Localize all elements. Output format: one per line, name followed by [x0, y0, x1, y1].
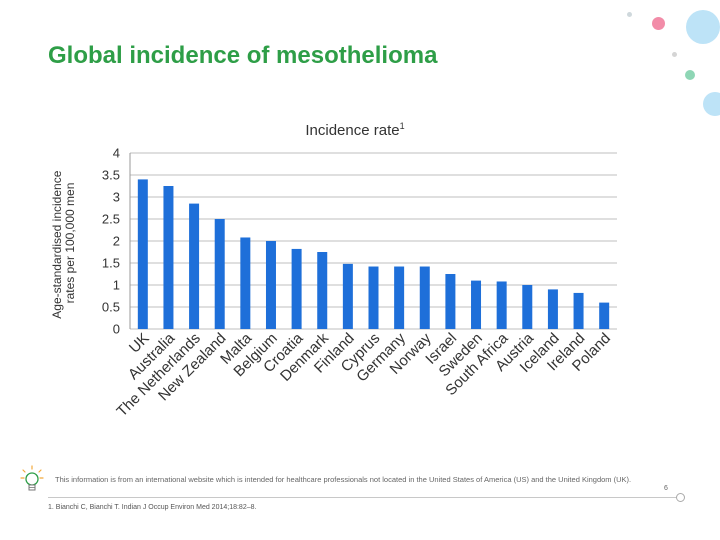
bar-iceland — [547, 289, 558, 329]
bar-ireland — [573, 292, 584, 329]
bar-sweden — [471, 280, 482, 329]
chart-title-text: Incidence rate — [305, 122, 399, 139]
y-tick-label: 2.5 — [102, 212, 120, 227]
y-tick-label: 4 — [113, 146, 120, 161]
decor-circle-pink — [652, 17, 665, 30]
y-tick-label: 3 — [113, 190, 120, 205]
bar-belgium — [265, 241, 276, 329]
bar-finland — [342, 263, 353, 329]
y-tick-label: 1 — [113, 278, 120, 293]
bar-new-zealand — [214, 219, 225, 329]
y-tick-label: 3.5 — [102, 168, 120, 183]
bar-malta — [240, 237, 251, 329]
chart-title-superscript: 1 — [400, 121, 405, 131]
reference-citation: 1. Bianchi C, Bianchi T. Indian J Occup … — [48, 504, 257, 511]
y-tick-label: 0.5 — [102, 300, 120, 315]
bar-poland — [599, 302, 610, 329]
decor-circle-gray — [627, 12, 632, 17]
bar-cyprus — [368, 266, 379, 329]
decor-circle-small-gray — [672, 52, 677, 57]
bar-croatia — [291, 248, 302, 329]
bar-the-netherlands — [189, 203, 200, 329]
bar-denmark — [317, 252, 328, 329]
footer-divider — [48, 497, 676, 498]
page-number: 6 — [664, 485, 668, 492]
y-axis-label: Age-standardised incidence rates per 100… — [50, 167, 77, 318]
incidence-bar-chart: Incidence rate1 00.511.522.533.54 UKAust… — [50, 121, 617, 420]
decor-circle-blue-right — [703, 92, 720, 116]
y-tick-label: 2 — [113, 234, 120, 249]
y-tick-label: 0 — [113, 322, 120, 337]
divider-end-dot — [676, 493, 685, 502]
lightbulb-icon — [20, 465, 44, 491]
bar-norway — [419, 266, 430, 329]
y-axis-label-line-1: Age-standardised incidence — [50, 170, 64, 318]
decor-circle-green — [685, 70, 695, 80]
bar-israel — [445, 274, 456, 329]
bar-uk — [137, 179, 148, 329]
chart-title: Incidence rate1 — [305, 121, 404, 139]
page-title: Global incidence of mesothelioma — [48, 42, 438, 69]
bar-austria — [522, 285, 533, 329]
bar-germany — [394, 266, 405, 329]
bar-australia — [163, 186, 174, 329]
y-axis-label-line-2: rates per 100,000 men — [63, 183, 77, 304]
y-tick-label: 1.5 — [102, 256, 120, 271]
bar-south-africa — [496, 281, 507, 329]
disclaimer-text: This information is from an internationa… — [55, 475, 632, 484]
decor-circle-blue-large — [686, 10, 720, 44]
